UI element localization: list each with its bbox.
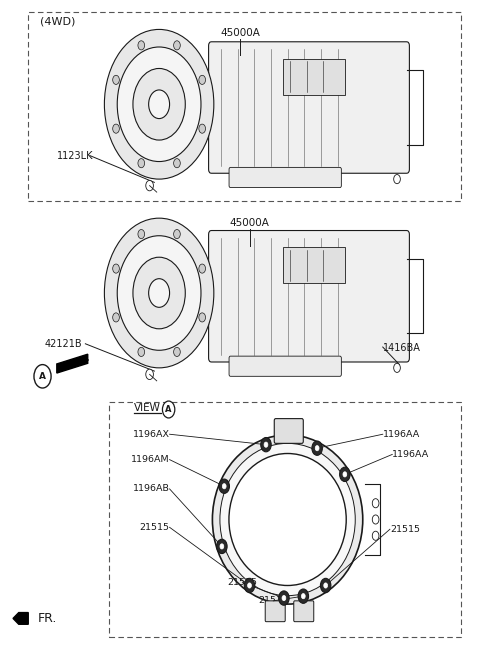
Text: A: A — [39, 372, 46, 381]
Circle shape — [340, 467, 350, 481]
Text: 1123LK: 1123LK — [57, 151, 93, 160]
Circle shape — [199, 313, 205, 322]
Text: 1416BA: 1416BA — [383, 343, 420, 353]
Circle shape — [174, 229, 180, 238]
Circle shape — [199, 124, 205, 133]
FancyBboxPatch shape — [229, 356, 341, 377]
Circle shape — [219, 479, 229, 493]
Circle shape — [146, 180, 154, 191]
Bar — [283, 248, 345, 283]
Bar — [283, 59, 345, 94]
Ellipse shape — [229, 453, 346, 586]
Circle shape — [343, 472, 347, 477]
FancyBboxPatch shape — [229, 168, 341, 187]
Ellipse shape — [220, 443, 355, 595]
Circle shape — [104, 29, 214, 179]
FancyBboxPatch shape — [274, 419, 303, 443]
Text: 45000A: 45000A — [220, 28, 260, 39]
Circle shape — [248, 583, 252, 588]
Text: 42121B: 42121B — [45, 339, 83, 348]
Circle shape — [279, 591, 289, 605]
Circle shape — [174, 347, 180, 356]
Text: A: A — [166, 405, 172, 414]
Circle shape — [138, 41, 144, 50]
Circle shape — [282, 595, 286, 601]
Circle shape — [298, 589, 309, 603]
Circle shape — [113, 264, 120, 273]
Text: (4WD): (4WD) — [40, 16, 75, 26]
Circle shape — [138, 229, 144, 238]
Circle shape — [162, 401, 175, 418]
Circle shape — [113, 124, 120, 133]
Circle shape — [372, 498, 379, 508]
Circle shape — [113, 313, 120, 322]
Polygon shape — [13, 612, 28, 624]
Text: 1196AA: 1196AA — [392, 450, 430, 459]
Circle shape — [34, 365, 51, 388]
Text: 21515: 21515 — [390, 525, 420, 534]
Circle shape — [315, 445, 319, 451]
Circle shape — [220, 544, 224, 549]
Polygon shape — [57, 354, 88, 373]
FancyBboxPatch shape — [209, 231, 409, 362]
Text: VIEW: VIEW — [134, 403, 161, 413]
FancyBboxPatch shape — [294, 601, 314, 622]
Circle shape — [372, 515, 379, 524]
Text: 1196AX: 1196AX — [132, 430, 169, 439]
Circle shape — [372, 531, 379, 540]
Circle shape — [138, 159, 144, 168]
Text: FR.: FR. — [38, 612, 57, 625]
Circle shape — [138, 347, 144, 356]
Circle shape — [174, 159, 180, 168]
Circle shape — [113, 75, 120, 84]
Circle shape — [199, 75, 205, 84]
FancyBboxPatch shape — [265, 601, 285, 622]
Circle shape — [264, 442, 268, 447]
Ellipse shape — [213, 435, 363, 604]
Circle shape — [321, 578, 331, 593]
Text: 1196AM: 1196AM — [131, 455, 169, 464]
Circle shape — [117, 47, 201, 162]
Text: 21515: 21515 — [258, 596, 288, 605]
Circle shape — [244, 578, 255, 593]
Circle shape — [117, 236, 201, 350]
FancyBboxPatch shape — [209, 42, 409, 174]
Circle shape — [301, 593, 305, 599]
Text: 1196AB: 1196AB — [132, 485, 169, 493]
Circle shape — [312, 441, 323, 455]
Circle shape — [174, 41, 180, 50]
Circle shape — [261, 438, 271, 452]
Text: 1196AA: 1196AA — [383, 430, 420, 439]
Circle shape — [394, 174, 400, 183]
Circle shape — [149, 278, 169, 307]
Circle shape — [146, 369, 154, 379]
Circle shape — [133, 69, 185, 140]
Circle shape — [149, 90, 169, 119]
Circle shape — [104, 218, 214, 368]
Circle shape — [216, 539, 227, 553]
Text: 21515: 21515 — [228, 578, 257, 587]
Circle shape — [199, 264, 205, 273]
Circle shape — [394, 364, 400, 373]
Circle shape — [324, 583, 327, 588]
Circle shape — [133, 257, 185, 329]
Text: 21515: 21515 — [140, 523, 169, 532]
Circle shape — [222, 483, 226, 489]
Text: 45000A: 45000A — [229, 218, 269, 229]
